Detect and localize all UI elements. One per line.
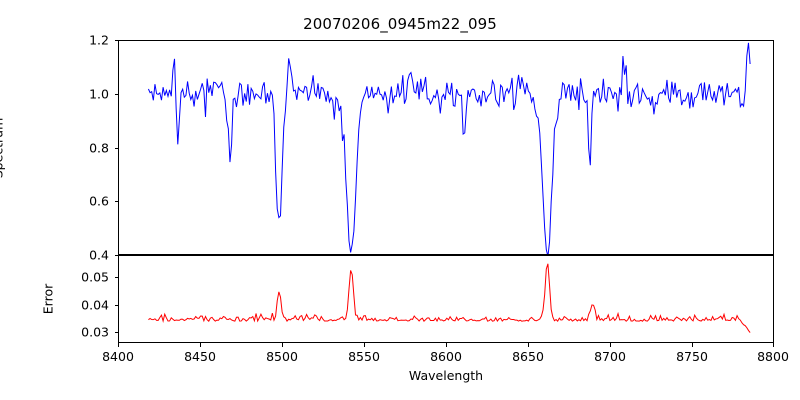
xtick-label-7: 8750 [676,349,708,364]
xtick-mark-8 [773,343,775,347]
ytick-mark-top-3 [114,93,118,95]
error-data-line [148,264,750,333]
ytick-label-bot-1: 0.04 [81,297,109,312]
ytick-mark-bot-0 [114,332,118,334]
spectrum-data-line [148,43,750,254]
xtick-mark-0 [118,343,120,347]
xtick-label-0: 8400 [102,349,134,364]
xtick-mark-1 [200,343,202,347]
xtick-label-3: 8550 [348,349,380,364]
xtick-mark-3 [364,343,366,347]
xtick-mark-5 [528,343,530,347]
xtick-mark-4 [446,343,448,347]
xtick-mark-2 [282,343,284,347]
xtick-mark-6 [610,343,612,347]
ytick-label-top-3: 1.0 [89,86,109,102]
yaxis-label-spectrum: Spectrum [0,117,6,178]
spectrum-plot-area [119,41,773,254]
ytick-label-bot-2: 0.05 [81,269,109,285]
ytick-mark-bot-1 [114,304,118,306]
error-axes [118,255,774,343]
ytick-mark-top-2 [114,147,118,149]
xtick-label-2: 8500 [266,349,298,364]
ytick-mark-top-4 [114,40,118,42]
ytick-label-bot-0: 0.03 [81,324,109,340]
ytick-label-top-1: 0.6 [89,193,109,209]
ytick-mark-top-0 [114,255,118,257]
xtick-label-1: 8450 [184,349,216,364]
xtick-mark-7 [692,343,694,347]
xtick-label-4: 8600 [430,349,462,364]
ytick-mark-bot-2 [114,277,118,279]
ytick-label-top-4: 1.2 [89,32,109,48]
xtick-label-6: 8700 [594,349,626,364]
xtick-label-8: 8800 [757,349,789,364]
xaxis-label: Wavelength [408,368,484,383]
ytick-mark-top-1 [114,201,118,203]
chart-title: 20070206_0945m22_095 [303,15,497,33]
error-plot-area [119,256,773,342]
spectrum-axes [118,40,774,255]
xtick-label-5: 8650 [512,349,544,364]
ytick-label-top-2: 0.8 [89,140,109,155]
yaxis-label-error: Error [40,283,56,315]
ytick-label-top-0: 0.4 [89,247,109,263]
